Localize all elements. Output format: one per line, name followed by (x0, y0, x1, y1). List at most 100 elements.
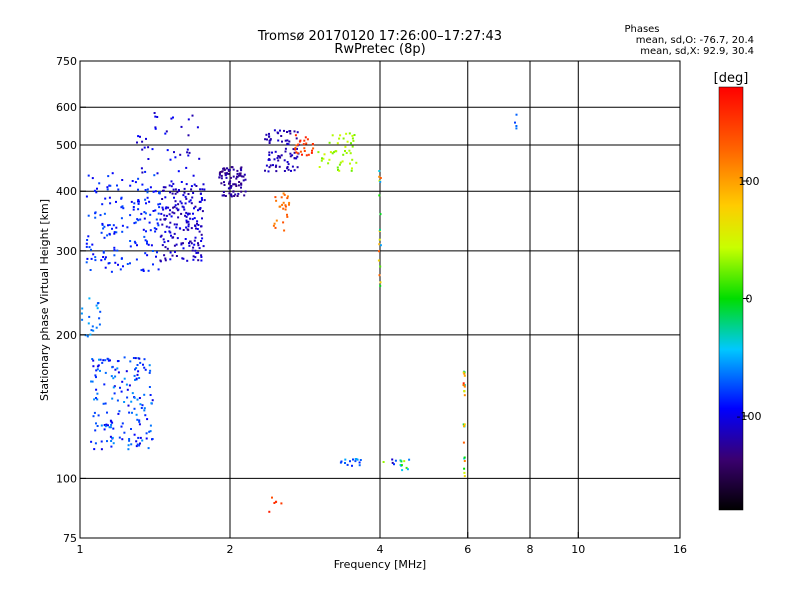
scatter-point (97, 414, 100, 417)
scatter-point (273, 158, 276, 161)
scatter-point (268, 154, 271, 156)
scatter-point (99, 214, 102, 217)
phases-x-line: mean, sd,X: 92.9, 30.4 (640, 46, 754, 57)
scatter-point (174, 250, 176, 253)
scatter-point (185, 166, 188, 169)
scatter-point (95, 397, 97, 399)
scatter-point (159, 235, 162, 238)
scatter-point (115, 231, 118, 234)
scatter-point (358, 461, 361, 464)
scatter-point (112, 442, 115, 445)
scatter-point (157, 203, 160, 206)
scatter-point (149, 424, 152, 427)
scatter-point (172, 206, 175, 209)
scatter-point (169, 258, 172, 261)
scatter-point (133, 396, 136, 399)
scatter-point (104, 258, 106, 261)
scatter-point (143, 217, 146, 220)
scatter-point (218, 173, 221, 176)
scatter-point (95, 191, 98, 194)
scatter-point (280, 502, 283, 505)
scatter-point (164, 186, 167, 189)
scatter-point (230, 193, 233, 196)
scatter-point (129, 360, 132, 363)
scatter-point (104, 256, 107, 259)
scatter-point (190, 227, 193, 230)
x-tick-label: 2 (227, 543, 234, 556)
scatter-point (242, 179, 245, 182)
scatter-point (164, 132, 167, 135)
scatter-point (200, 233, 203, 236)
scatter-point (180, 202, 183, 205)
scatter-point (149, 394, 152, 396)
scatter-point (114, 375, 117, 378)
scatter-point (463, 471, 466, 474)
scatter-point (131, 180, 134, 182)
scatter-point (322, 157, 325, 160)
chart-subtitle: RwPretec (8p) (334, 42, 425, 57)
scatter-point (515, 113, 518, 116)
scatter-point (113, 385, 116, 388)
scatter-point (201, 188, 204, 191)
scatter-point (107, 262, 110, 265)
scatter-point (192, 212, 194, 215)
scatter-point (169, 231, 172, 234)
scatter-point (277, 132, 280, 135)
scatter-point (196, 220, 199, 223)
scatter-point (152, 263, 154, 266)
scatter-point (146, 196, 149, 199)
scatter-point (100, 424, 103, 427)
scatter-point (400, 460, 403, 463)
scatter-point (113, 254, 116, 257)
scatter-point (90, 440, 93, 443)
scatter-point (221, 170, 224, 173)
scatter-point (168, 213, 171, 216)
scatter-point (143, 407, 146, 410)
scatter-point (354, 460, 357, 463)
scatter-point (279, 156, 282, 159)
scatter-point (145, 432, 148, 435)
scatter-point (161, 206, 164, 209)
scatter-point (240, 186, 242, 189)
scatter-point (193, 239, 196, 242)
scatter-point (227, 169, 230, 172)
x-axis-ticks: 1 2 4 6 8 10 16 (77, 532, 687, 556)
scatter-point (331, 134, 334, 137)
scatter-point (182, 257, 185, 260)
scatter-point (144, 368, 147, 371)
scatter-point (302, 143, 305, 146)
scatter-point (87, 174, 90, 177)
scatter-point (463, 467, 466, 470)
scatter-point (148, 200, 151, 203)
scatter-point (98, 358, 100, 361)
scatter-point (133, 240, 136, 243)
scatter-point (167, 206, 170, 209)
scatter-point (194, 225, 197, 227)
scatter-point (268, 510, 271, 513)
scatter-point (338, 163, 341, 166)
scatter-point (159, 202, 162, 205)
scatter-point (134, 242, 137, 245)
scatter-point (126, 263, 129, 265)
scatter-point (240, 182, 242, 185)
scatter-point (190, 188, 193, 191)
scatter-point (161, 244, 164, 247)
scatter-point (264, 138, 267, 141)
scatter-point (142, 270, 145, 272)
scatter-point (151, 399, 154, 402)
scatter-point (187, 118, 190, 121)
scatter-point (199, 208, 202, 211)
scatter-point (162, 189, 165, 192)
scatter-point (287, 143, 290, 146)
scatter-point (135, 445, 138, 448)
scatter-point (116, 184, 118, 187)
scatter-point (194, 256, 197, 259)
scatter-point (175, 255, 178, 257)
scatter-point (140, 212, 143, 215)
scatter-point (185, 226, 188, 229)
scatter-point (359, 459, 362, 461)
scatter-point (463, 394, 466, 397)
scatter-point (275, 164, 278, 167)
scatter-point (463, 372, 466, 375)
scatter-point (224, 174, 227, 177)
